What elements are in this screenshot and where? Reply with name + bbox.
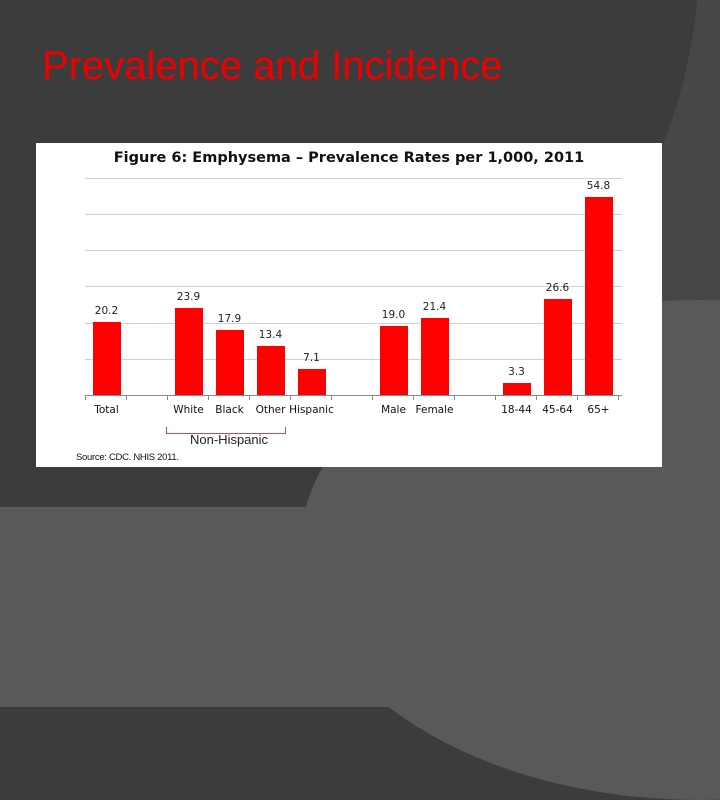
category-label: 45-64 (542, 404, 573, 416)
x-axis-tick (126, 395, 127, 400)
bar-other (256, 346, 285, 395)
value-label: 20.2 (94, 305, 119, 317)
bar-white (174, 308, 203, 395)
x-axis (85, 395, 622, 396)
x-axis-tick (372, 395, 373, 400)
x-axis-tick (495, 395, 496, 400)
non-hispanic-bracket (166, 427, 286, 434)
value-label: 26.6 (545, 282, 570, 294)
chart-title: Figure 6: Emphysema – Prevalence Rates p… (113, 150, 585, 166)
category-label: Female (415, 404, 454, 416)
x-axis-tick (249, 395, 250, 400)
x-axis-tick (85, 395, 86, 400)
gridline (85, 359, 622, 360)
x-axis-tick (413, 395, 414, 400)
gridline (85, 250, 622, 251)
bar-total (92, 322, 121, 395)
bar-45-64 (543, 299, 572, 395)
source-note: Source: CDC. NHIS 2011. (76, 452, 179, 463)
category-label: Hispanic (289, 404, 334, 416)
category-label: 65+ (587, 404, 610, 416)
x-axis-tick (536, 395, 537, 400)
value-label: 7.1 (303, 352, 320, 364)
bar-female (420, 318, 449, 395)
value-label: 17.9 (217, 313, 242, 325)
gridline (85, 214, 622, 215)
x-axis-tick (577, 395, 578, 400)
category-label: White (173, 404, 204, 416)
category-label: Total (94, 404, 119, 416)
bar-65+ (584, 197, 613, 395)
slide-title: Prevalence and Incidence (42, 44, 503, 88)
gridline (85, 286, 622, 287)
category-label: Male (381, 404, 406, 416)
x-axis-tick (208, 395, 209, 400)
plot-area: 20.2 Total 23.9 White 17.9 Black 13.4 Other 7.1 H… (36, 143, 662, 467)
x-axis-tick (290, 395, 291, 400)
non-hispanic-label: Non-Hispanic (190, 432, 269, 447)
bar-hispanic (297, 369, 326, 395)
gridline (85, 178, 622, 179)
value-label: 23.9 (176, 291, 201, 303)
value-label: 13.4 (258, 329, 283, 341)
bar-male (379, 326, 408, 395)
value-label: 21.4 (422, 301, 447, 313)
x-axis-tick (331, 395, 332, 400)
value-label: 54.8 (586, 180, 611, 192)
background-bottom-band (0, 507, 720, 707)
bar-black (215, 330, 244, 395)
category-label: Other (255, 404, 286, 416)
value-label: 19.0 (381, 309, 406, 321)
x-axis-tick (454, 395, 455, 400)
bar-18-44 (502, 383, 531, 395)
chart-figure: Figure 6: Emphysema – Prevalence Rates p… (36, 143, 662, 467)
gridline (85, 323, 622, 324)
category-label: 18-44 (501, 404, 532, 416)
x-axis-tick (618, 395, 619, 400)
x-axis-tick (167, 395, 168, 400)
category-label: Black (215, 404, 244, 416)
value-label: 3.3 (508, 366, 525, 378)
